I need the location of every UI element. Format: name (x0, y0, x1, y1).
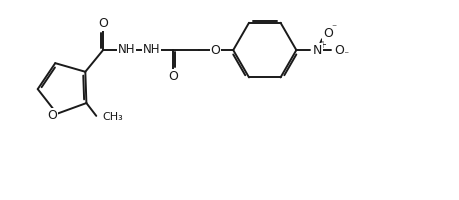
Text: O: O (210, 44, 220, 57)
Text: N: N (312, 44, 321, 57)
Text: ⁻: ⁻ (330, 23, 336, 33)
Text: ⁻: ⁻ (342, 50, 347, 60)
Text: O: O (98, 17, 108, 30)
Text: O: O (47, 109, 57, 122)
Text: O: O (322, 27, 332, 40)
Text: NH: NH (118, 43, 135, 56)
Text: NH: NH (142, 43, 160, 56)
Text: CH₃: CH₃ (102, 112, 123, 122)
Text: O: O (333, 44, 343, 57)
Text: O: O (168, 70, 178, 83)
Text: +: + (317, 40, 325, 50)
